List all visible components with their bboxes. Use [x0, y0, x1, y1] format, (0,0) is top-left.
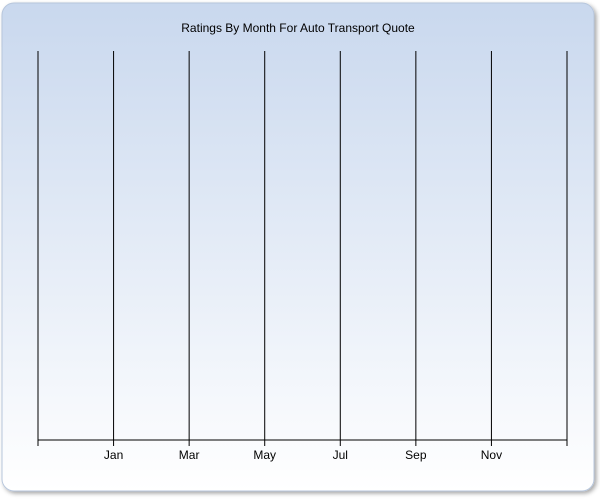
x-tick-label: Jan [104, 448, 123, 462]
chart-panel [1, 2, 595, 492]
x-tick-label: Jul [333, 448, 348, 462]
x-tick-label: Nov [481, 448, 502, 462]
x-tick-label: Mar [179, 448, 200, 462]
plot-area: Jan Mar May Jul Sep Nov [37, 51, 568, 462]
chart-title: Ratings By Month For Auto Transport Quot… [181, 21, 415, 35]
x-tick-label: May [253, 448, 276, 462]
x-tick-label: Sep [405, 448, 427, 462]
